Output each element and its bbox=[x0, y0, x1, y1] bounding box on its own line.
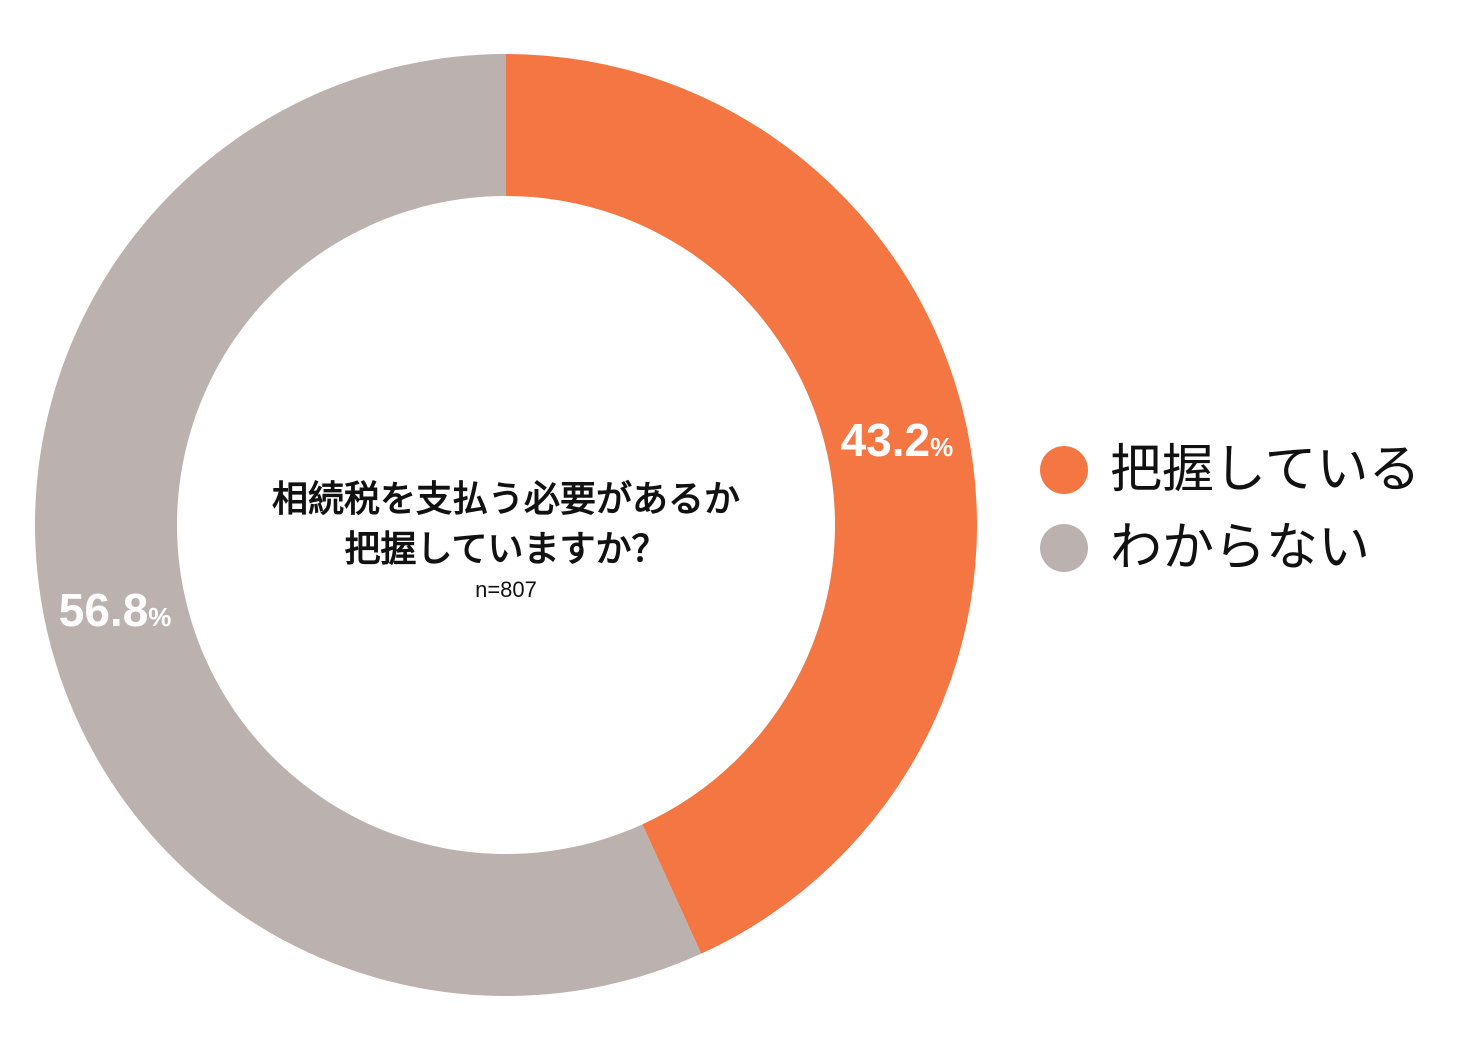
donut-slice bbox=[506, 54, 978, 954]
donut-slice bbox=[35, 54, 702, 996]
chart-title-line-2: 把握していますか？ bbox=[344, 529, 668, 570]
legend-swatch-icon bbox=[1040, 446, 1088, 494]
sample-size-label: n=807 bbox=[475, 577, 537, 602]
legend-item: わからない bbox=[1040, 515, 1420, 581]
legend-item: 把握している bbox=[1040, 437, 1420, 503]
legend-label: 把握している bbox=[1110, 440, 1421, 500]
chart-legend: 把握している わからない bbox=[1040, 437, 1420, 593]
legend-swatch-icon bbox=[1040, 524, 1088, 572]
legend-label: わからない bbox=[1110, 518, 1371, 578]
chart-title-line-1: 相続税を支払う必要があるか bbox=[271, 479, 740, 520]
slice-value-label: 56.8% bbox=[59, 584, 172, 636]
slice-value-label: 43.2% bbox=[841, 414, 954, 466]
